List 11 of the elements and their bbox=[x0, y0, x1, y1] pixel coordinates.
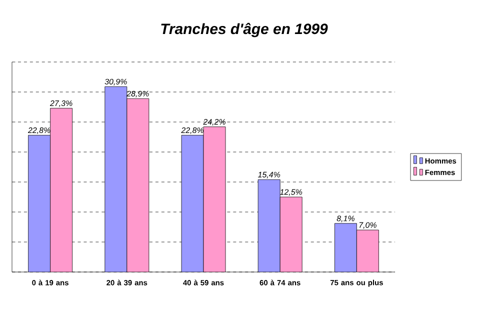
bar bbox=[104, 86, 127, 272]
bar bbox=[280, 197, 302, 272]
bar bbox=[28, 135, 50, 272]
bar bbox=[50, 108, 72, 272]
bar bbox=[258, 180, 280, 272]
bar bbox=[204, 126, 226, 272]
chart-title: Tranches d'âge en 1999 bbox=[161, 22, 328, 38]
bar bbox=[356, 230, 379, 272]
bar bbox=[126, 98, 149, 272]
bar bbox=[334, 223, 357, 272]
bar bbox=[182, 135, 204, 272]
